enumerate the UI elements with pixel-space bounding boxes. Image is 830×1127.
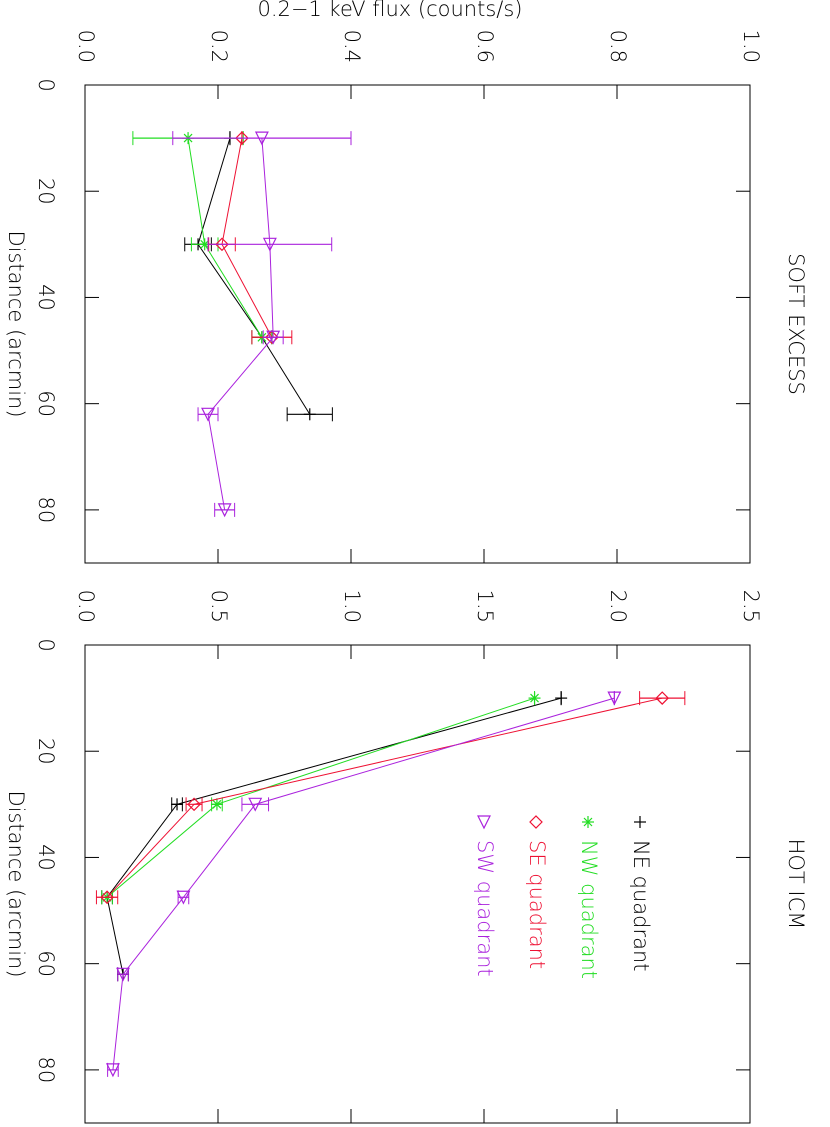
chart-title: HOT ICM [784, 839, 808, 930]
series-line [106, 697, 562, 975]
marker-shape [607, 691, 622, 706]
marker [254, 131, 269, 146]
x-axis-label: Distance (arcmin) [4, 790, 28, 977]
chart-title: SOFT EXCESS [784, 253, 808, 395]
y-tick-label: 1.0 [739, 30, 763, 63]
marker [105, 1063, 120, 1078]
y-axis-label: 0.2−1 keV flux (counts/s) [257, 0, 522, 21]
marker [210, 798, 223, 811]
legend-label: SW quadrant [473, 840, 497, 977]
marker [100, 890, 114, 905]
legend-marker [477, 815, 491, 830]
legend-marker [634, 816, 646, 828]
marker [187, 797, 201, 812]
plot-frame [84, 84, 751, 564]
marker-shape [100, 890, 114, 905]
marker [303, 408, 316, 421]
y-tick-label: 0.0 [74, 590, 98, 623]
y-tick-label: 2.5 [739, 590, 763, 623]
y-tick-label: 0.2 [207, 30, 231, 63]
rotated-frame: SOFT EXCESS Distance (arcmin) 0.2−1 keV fl… [4, 0, 808, 1124]
series-line [207, 138, 274, 510]
x-tick-label: 40 [34, 844, 58, 871]
marker-stroke [530, 693, 539, 703]
legend-marker [582, 816, 594, 828]
x-tick-label: 0 [34, 638, 58, 651]
marker [171, 798, 184, 811]
marker-shape [116, 967, 131, 982]
x-tick-label: 0 [34, 78, 58, 91]
marker [262, 237, 277, 252]
y-tick-label: 1.0 [340, 590, 364, 623]
marker-stroke [583, 817, 593, 827]
marker-shape [655, 691, 670, 705]
marker-shape [529, 815, 543, 829]
marker-shape [187, 797, 201, 812]
marker [176, 890, 191, 905]
x-tick-label: 60 [34, 950, 58, 977]
marker [655, 691, 670, 705]
legend-label: NW quadrant [577, 840, 601, 979]
marker-shape [217, 503, 232, 518]
series-line [197, 137, 311, 415]
y-tick-label: 0.5 [207, 590, 231, 623]
legend-label: SE quadrant [525, 840, 549, 969]
legend-label: NE quadrant [629, 840, 653, 972]
y-tick-label: 0.0 [74, 30, 98, 63]
marker-shape [201, 407, 215, 422]
y-tick-label: 0.4 [340, 30, 364, 63]
marker-shape [105, 1063, 120, 1078]
marker-shape [477, 815, 491, 830]
marker [266, 330, 281, 345]
x-tick-label: 60 [34, 390, 58, 417]
y-tick-label: 1.5 [473, 590, 497, 623]
x-tick-label: 20 [34, 738, 58, 765]
x-axis-label: Distance (arcmin) [4, 230, 28, 417]
series-line [187, 138, 263, 338]
x-tick-label: 80 [34, 497, 58, 524]
marker-shape [248, 797, 263, 812]
x-tick-label: 80 [34, 1057, 58, 1084]
y-tick-label: 2.0 [606, 590, 630, 623]
series-line [106, 697, 535, 898]
marker-shape [254, 131, 269, 146]
marker-shape [262, 237, 277, 252]
plot-frame [84, 644, 751, 1124]
marker-shape [266, 330, 281, 345]
marker-stroke [200, 239, 210, 249]
y-tick-label: 0.8 [606, 30, 630, 63]
legend-marker [529, 815, 543, 829]
marker [116, 967, 131, 982]
marker-shape [176, 890, 191, 905]
marker [217, 503, 232, 518]
x-tick-label: 20 [34, 178, 58, 205]
marker-stroke [212, 799, 222, 809]
marker [528, 692, 541, 705]
marker [201, 407, 215, 422]
marker [248, 797, 263, 812]
marker [607, 691, 622, 706]
x-tick-label: 40 [34, 284, 58, 311]
y-tick-label: 0.6 [473, 30, 497, 63]
marker [555, 692, 568, 705]
